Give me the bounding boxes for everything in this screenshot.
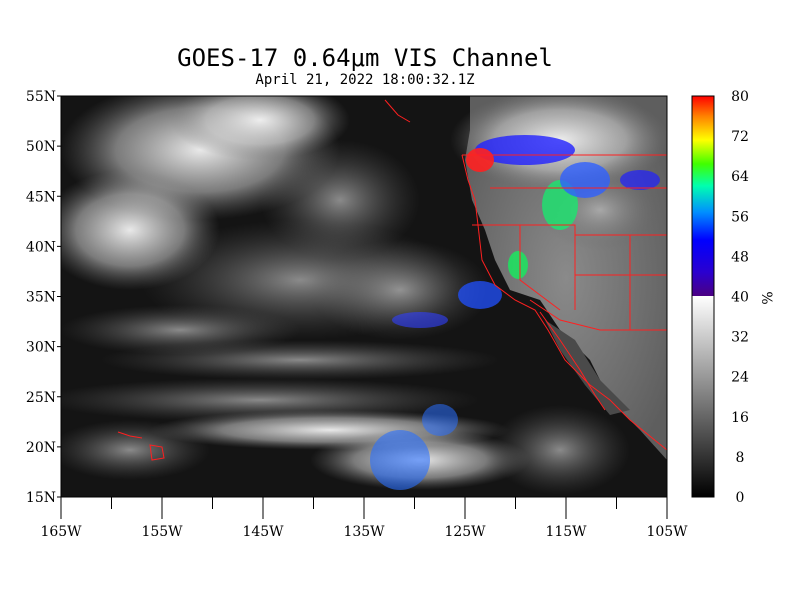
colorbar-tick-label: 72 xyxy=(731,129,749,145)
political-borders xyxy=(117,99,667,461)
colorbar-tick-label: 80 xyxy=(731,89,749,105)
colorbar: 0 8 16 24 32 40 48 56 64 72 80 % xyxy=(691,89,774,506)
reflectance-patch xyxy=(508,251,528,279)
cloud-band xyxy=(100,340,500,380)
reflectance-patch xyxy=(475,135,575,165)
latitude-tick-label: 20N xyxy=(26,440,56,456)
longitude-axis: 165W 155W 145W 135W 125W 115W 105W xyxy=(40,497,688,540)
colorbar-tick-label: 32 xyxy=(731,330,749,346)
colorbar-frame xyxy=(691,95,715,498)
colorbar-grayscale xyxy=(692,296,714,497)
latitude-tick-label: 40N xyxy=(26,239,56,255)
reflectance-patch xyxy=(458,281,502,309)
chart-title: GOES-17 0.64μm VIS Channel xyxy=(177,44,553,72)
reflectance-patch xyxy=(620,170,660,190)
cloud-mass xyxy=(170,96,350,160)
colorbar-tick-label: 64 xyxy=(731,169,749,185)
reflectance-patch xyxy=(466,148,494,172)
colorbar-tick-label: 16 xyxy=(731,410,749,426)
reflectance-patch xyxy=(560,162,610,198)
colorbar-unit: % xyxy=(758,291,774,304)
cloud-band xyxy=(61,420,210,480)
baja-peninsula xyxy=(545,320,630,415)
cloud-field xyxy=(310,240,490,340)
chart-subtitle: April 21, 2022 18:00:32.1Z xyxy=(255,72,475,88)
reflectance-patch xyxy=(392,312,448,328)
colorbar-color xyxy=(692,96,714,296)
longitude-tick-label: 155W xyxy=(141,524,183,540)
latitude-tick-label: 30N xyxy=(26,340,56,356)
colorbar-tick-label: 0 xyxy=(736,490,745,506)
longitude-tick-label: 125W xyxy=(444,524,486,540)
latitude-tick-label: 35N xyxy=(26,290,56,306)
cloud-mass xyxy=(490,405,630,495)
reflectance-patch xyxy=(422,404,458,436)
latitude-tick-label: 50N xyxy=(26,139,56,155)
longitude-tick-label: 115W xyxy=(545,524,587,540)
colorbar-tick-label: 48 xyxy=(731,249,749,265)
reflectance-patch xyxy=(370,430,430,490)
imagery-layer xyxy=(61,96,667,495)
longitude-tick-label: 135W xyxy=(343,524,385,540)
longitude-tick-label: 105W xyxy=(646,524,688,540)
colorbar-tick-label: 8 xyxy=(736,450,745,466)
latitude-tick-label: 45N xyxy=(26,189,56,205)
longitude-tick-label: 145W xyxy=(242,524,284,540)
colorbar-tick-label: 40 xyxy=(731,290,749,306)
latitude-tick-label: 55N xyxy=(26,89,56,105)
longitude-tick-label: 165W xyxy=(40,524,82,540)
latitude-tick-label: 15N xyxy=(26,490,56,506)
colorbar-tick-label: 24 xyxy=(731,370,749,386)
latitude-axis: 55N 50N 45N 40N 35N 30N 25N 20N 15N xyxy=(26,89,61,506)
colorbar-tick-label: 56 xyxy=(731,209,749,225)
latitude-tick-label: 25N xyxy=(26,390,56,406)
